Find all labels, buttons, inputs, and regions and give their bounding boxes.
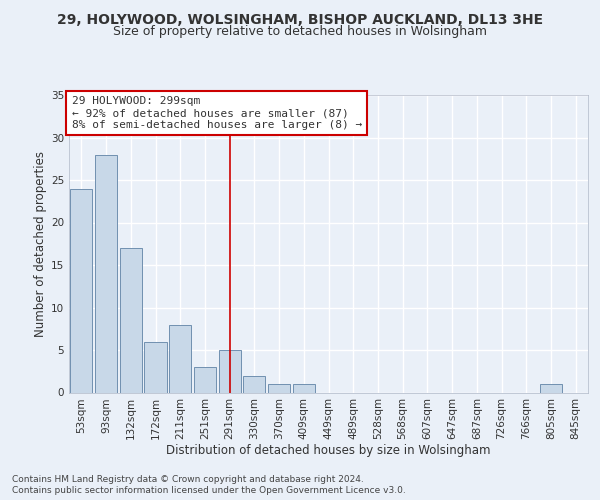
Text: Contains HM Land Registry data © Crown copyright and database right 2024.: Contains HM Land Registry data © Crown c… <box>12 475 364 484</box>
Y-axis label: Number of detached properties: Number of detached properties <box>34 151 47 337</box>
Bar <box>169 324 191 392</box>
Text: Contains public sector information licensed under the Open Government Licence v3: Contains public sector information licen… <box>12 486 406 495</box>
Text: 29, HOLYWOOD, WOLSINGHAM, BISHOP AUCKLAND, DL13 3HE: 29, HOLYWOOD, WOLSINGHAM, BISHOP AUCKLAN… <box>57 12 543 26</box>
Bar <box>145 342 167 392</box>
Text: 29 HOLYWOOD: 299sqm
← 92% of detached houses are smaller (87)
8% of semi-detache: 29 HOLYWOOD: 299sqm ← 92% of detached ho… <box>71 96 362 130</box>
Bar <box>540 384 562 392</box>
Bar <box>218 350 241 393</box>
Bar <box>194 367 216 392</box>
Bar <box>119 248 142 392</box>
Bar <box>293 384 315 392</box>
X-axis label: Distribution of detached houses by size in Wolsingham: Distribution of detached houses by size … <box>166 444 491 456</box>
Bar <box>95 154 117 392</box>
Bar <box>268 384 290 392</box>
Text: Size of property relative to detached houses in Wolsingham: Size of property relative to detached ho… <box>113 25 487 38</box>
Bar <box>243 376 265 392</box>
Bar <box>70 188 92 392</box>
